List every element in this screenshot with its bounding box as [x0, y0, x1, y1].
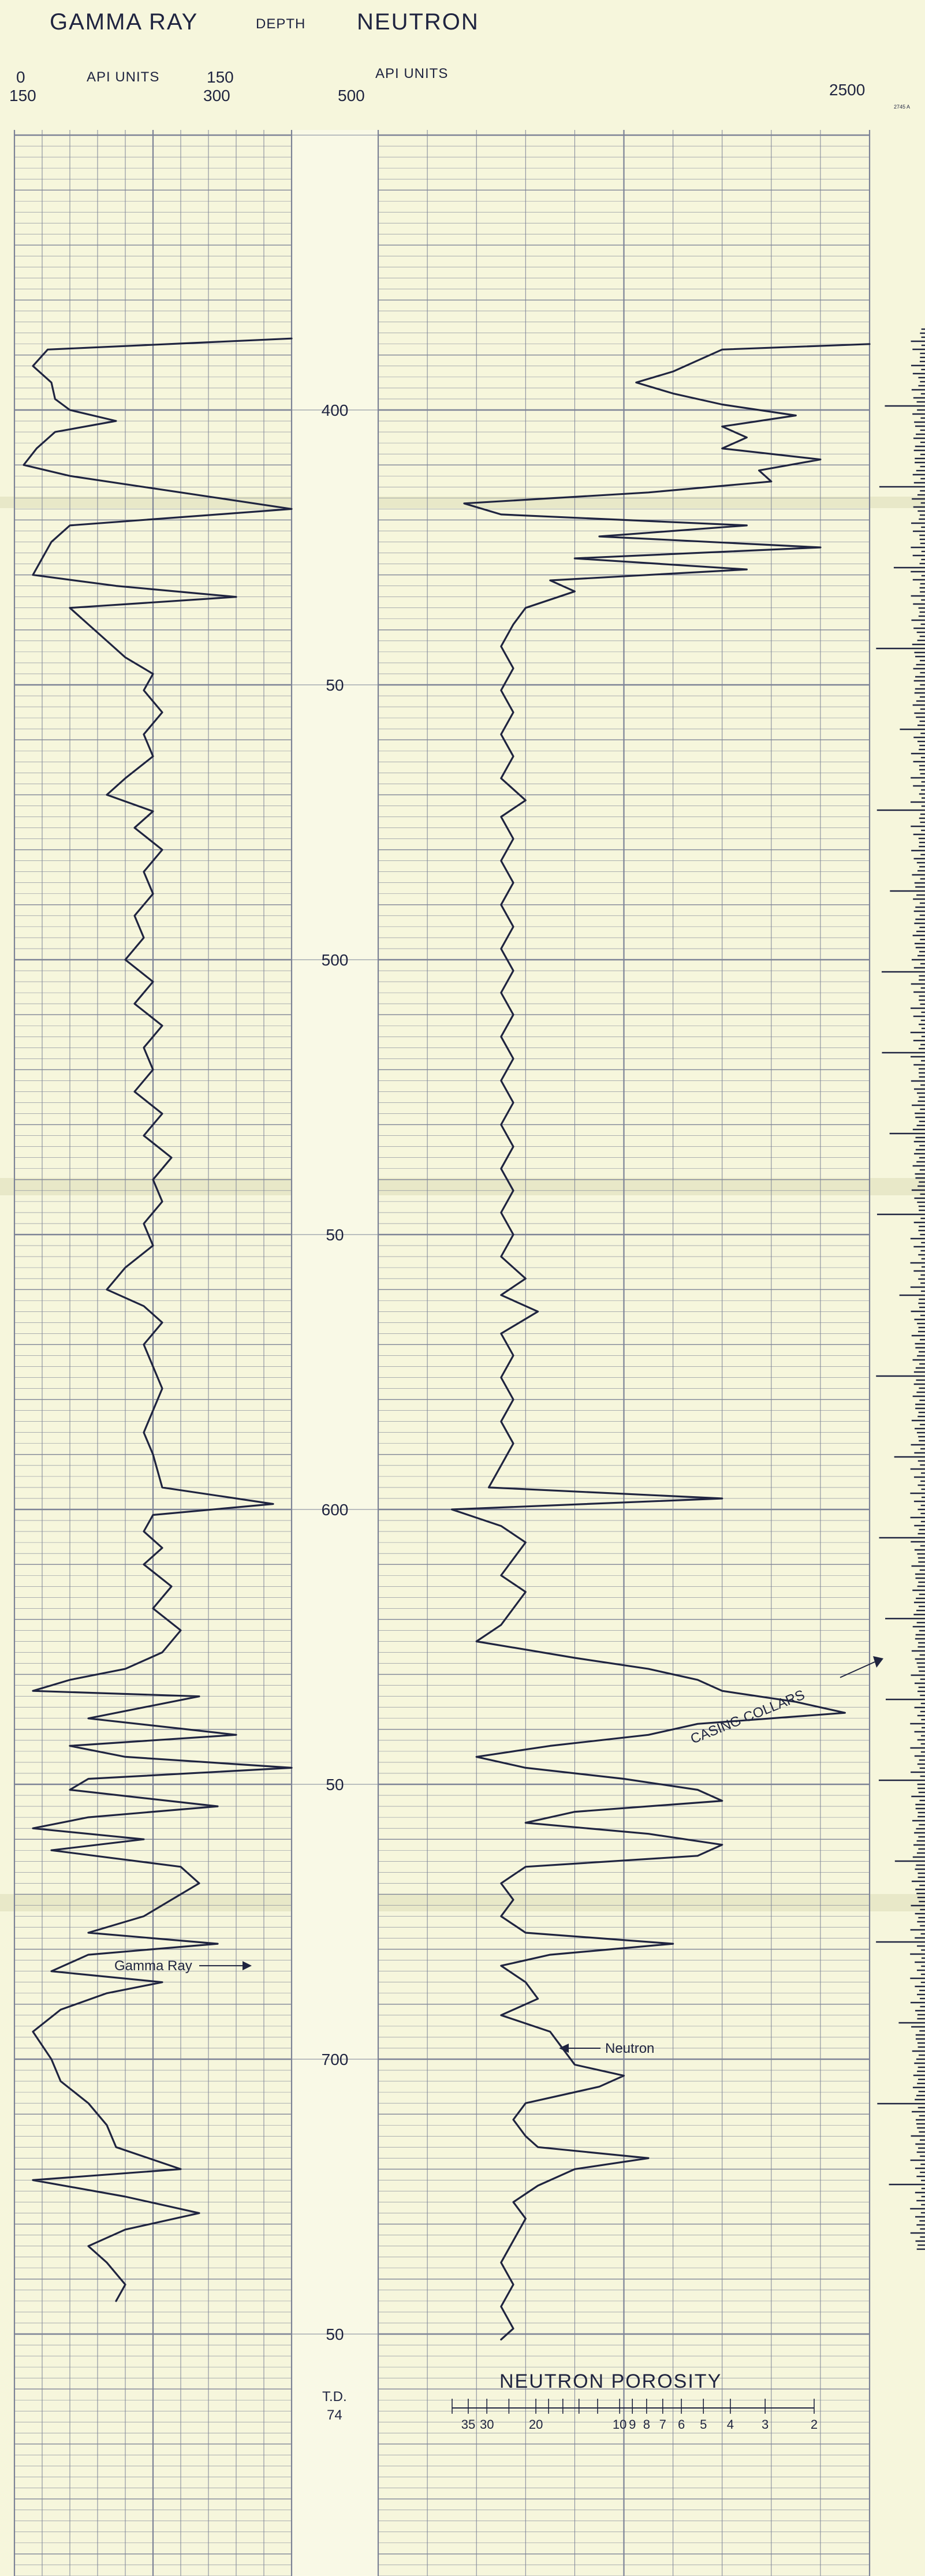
- np-tick-label-5: 5: [700, 2417, 707, 2432]
- neutron-title: NEUTRON: [357, 9, 479, 35]
- gr-scale-right-top: 150: [207, 68, 234, 86]
- gamma-ray-arrowhead: [243, 1961, 252, 1971]
- np-tick-label-4: 4: [727, 2417, 734, 2432]
- depth-label-550: 50: [326, 1226, 344, 1244]
- np-tick-label-20: 20: [529, 2417, 543, 2432]
- neutron-porosity-scale: NEUTRON POROSITY 35 30 20 10 9 8 7 6 5 4 3 2: [452, 2370, 818, 2432]
- depth-label-500: 500: [322, 951, 349, 969]
- gr-scale-left-bottom: 150: [9, 87, 36, 105]
- corner-note: 2745 A: [894, 104, 911, 110]
- np-tick-label-2: 2: [811, 2417, 818, 2432]
- depth-title: DEPTH: [256, 16, 306, 32]
- depth-label-450: 50: [326, 676, 344, 694]
- casing-collars-arrow: [840, 1661, 875, 1678]
- paper-fold-2: [0, 1894, 925, 1911]
- gamma-ray-curve: [23, 337, 293, 2302]
- neutron-scale-left: 500: [338, 87, 365, 105]
- np-tick-label-8: 8: [643, 2417, 650, 2432]
- depth-label-650: 50: [326, 1776, 344, 1794]
- neutron-units-label: API UNITS: [375, 66, 449, 81]
- np-tick-label-7: 7: [659, 2417, 666, 2432]
- chart-grid: [13, 130, 871, 2576]
- neutron-porosity-title: NEUTRON POROSITY: [499, 2370, 722, 2392]
- depth-label-400: 400: [322, 401, 349, 419]
- depth-label-600: 600: [322, 1501, 349, 1519]
- gamma-ray-annotation: Gamma Ray: [114, 1958, 192, 1974]
- depth-labels: 400 50 500 50 600 50 700 50: [322, 401, 349, 2343]
- depth-track-bg: [292, 130, 378, 2576]
- paper-bands: [0, 130, 925, 2576]
- td-value: 74: [327, 2407, 342, 2423]
- gr-units-label: API UNITS: [87, 69, 160, 85]
- casing-collar-track: [876, 328, 925, 2250]
- log-curves: [23, 337, 871, 2341]
- depth-label-750: 50: [326, 2325, 344, 2343]
- neutron-curve: [451, 343, 871, 2341]
- depth-label-700: 700: [322, 2051, 349, 2068]
- neutron-scale-right: 2500: [829, 81, 866, 99]
- gr-scale-right-bottom: 300: [203, 87, 230, 105]
- neutron-annotation: Neutron: [605, 2041, 654, 2056]
- np-tick-label-9: 9: [629, 2417, 636, 2432]
- gr-scale-left-top: 0: [16, 68, 25, 86]
- np-tick-label-6: 6: [678, 2417, 685, 2432]
- gamma-ray-title: GAMMA RAY: [50, 9, 199, 35]
- np-tick-label-3: 3: [762, 2417, 769, 2432]
- np-tick-label-30: 30: [480, 2417, 494, 2432]
- td-label: T.D.: [322, 2389, 347, 2404]
- np-tick-label-35: 35: [461, 2417, 475, 2432]
- neutron-arrowhead: [559, 2043, 569, 2053]
- np-tick-label-10: 10: [613, 2417, 626, 2432]
- paper-fold-1: [0, 1178, 925, 1195]
- paper-fold-0: [0, 497, 925, 508]
- casing-collars-arrowhead: [873, 1656, 883, 1668]
